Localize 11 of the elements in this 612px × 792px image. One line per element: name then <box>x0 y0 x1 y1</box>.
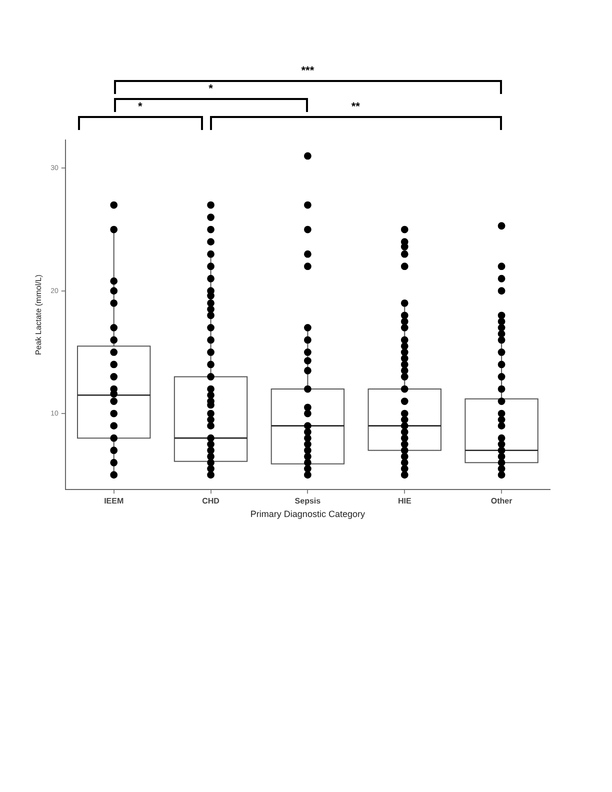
x-tick-label: HIE <box>398 496 412 506</box>
x-tick-label: IEEM <box>104 496 124 506</box>
text: ** <box>351 101 360 113</box>
text: * <box>138 101 142 113</box>
text: * <box>208 83 213 95</box>
x-tick-label: CHD <box>202 496 220 506</box>
x-tick-label: Other <box>490 496 512 506</box>
text: *** <box>301 65 314 77</box>
x-tick-label: Sepsis <box>294 496 322 506</box>
y-axis-title: Peak Lactate (mmol/L) <box>34 274 44 356</box>
x-axis-title: Primary Diagnostic Category <box>250 509 366 520</box>
